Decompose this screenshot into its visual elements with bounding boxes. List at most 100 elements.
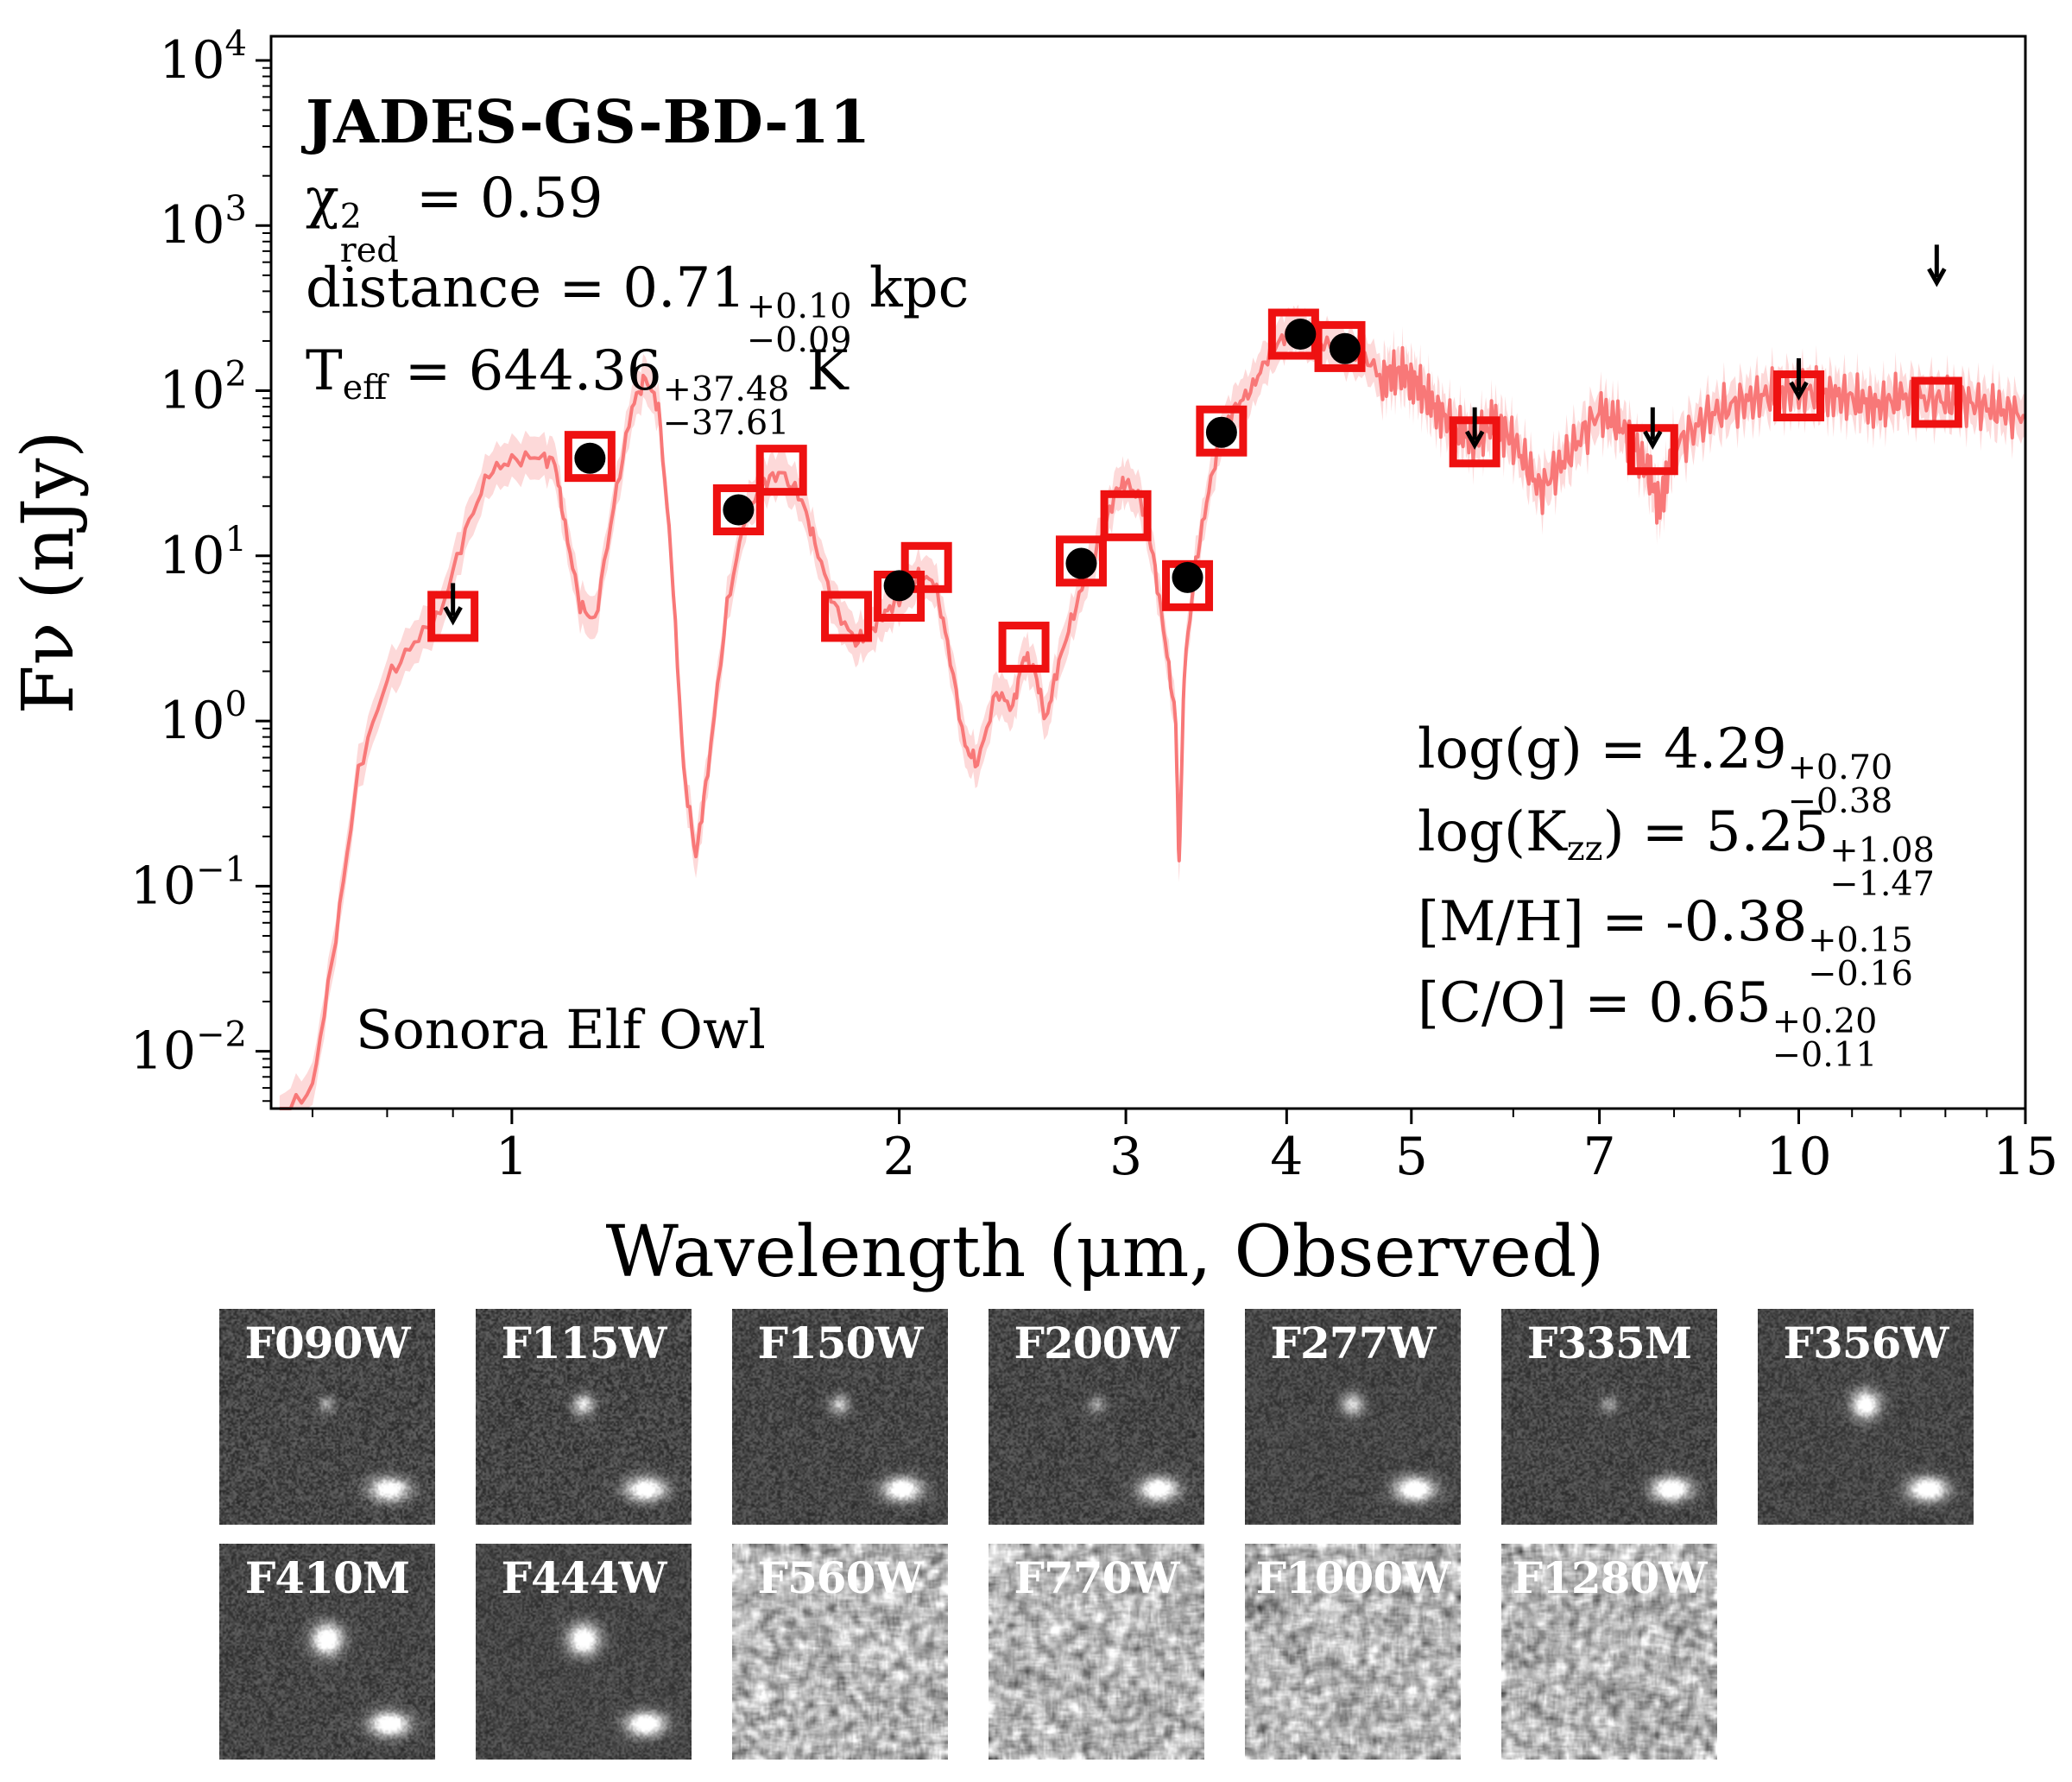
teff-label: T	[306, 339, 343, 403]
model-photometry-marker	[1314, 320, 1366, 372]
cutout-f410m: F410M	[219, 1544, 435, 1760]
model-photometry-marker	[1911, 376, 1962, 428]
x-tick-label: 10	[1766, 1127, 1831, 1187]
logkzz-label: log(K	[1418, 800, 1567, 864]
co-sup: +0.20	[1772, 1001, 1878, 1041]
upper-limit-arrow-head	[1464, 430, 1485, 450]
y-tick-label: 104	[159, 24, 247, 91]
y-tick-label: 101	[159, 520, 247, 586]
upper-limit-f1000w	[1789, 357, 1809, 401]
x-tick-label: 15	[1993, 1127, 2058, 1187]
chi2-annotation: χ 2 red = 0.59	[306, 171, 603, 267]
y-axis-label: Fν (nJy)	[8, 431, 90, 715]
logkzz-value: ) = 5.25	[1602, 800, 1829, 864]
distance-sub: −0.09	[746, 319, 852, 360]
y-axis-ticks: 10−2 10−1 100 101 102 103 104	[130, 24, 271, 1103]
logg-sup: +0.70	[1787, 747, 1893, 787]
cutout-f1000w: F1000W	[1245, 1544, 1461, 1760]
mh-sup: +0.15	[1808, 919, 1913, 960]
cutout-f1280w: F1280W	[1501, 1544, 1717, 1760]
chi2-sup: 2	[339, 196, 363, 237]
observed-point-f356w	[1205, 416, 1237, 448]
x-axis-ticks: 1 2 3 4 5 7 10 15	[311, 1109, 2058, 1187]
y-tick-label: 102	[159, 355, 247, 421]
model-band-fill	[279, 304, 2025, 1109]
y-tick-label: 10−1	[130, 850, 247, 916]
chi2-symbol: χ	[306, 167, 339, 231]
x-tick-label: 2	[883, 1127, 916, 1187]
cutout-f335m: F335M	[1501, 1309, 1717, 1525]
sed-chart: 1 2 3 4 5 7 10 15 10−2 10−1 100 101 102 103 104 Wavel…	[8, 24, 2058, 1293]
cutout-image	[1501, 1544, 1717, 1760]
mh-sub: −0.16	[1808, 953, 1913, 994]
teff-value: = 644.36	[387, 339, 662, 403]
cutout-f277w: F277W	[1245, 1309, 1461, 1525]
cutout-filter-label: F115W	[501, 1318, 666, 1368]
object-name: JADES-GS-BD-11	[306, 88, 871, 157]
logg-sub: −0.38	[1787, 780, 1893, 821]
upper-limit-f770w	[1643, 407, 1663, 450]
mh-label: [M/H] = -0.38	[1418, 890, 1808, 954]
cutout-f444w: F444W	[476, 1544, 692, 1760]
cutout-filter-label: F444W	[501, 1552, 666, 1603]
cutout-filter-label: F1000W	[1255, 1552, 1451, 1603]
cutout-f560w: F560W	[732, 1544, 948, 1760]
logkzz-sub: zz	[1566, 829, 1603, 869]
logkzz-sub2: −1.47	[1829, 863, 1935, 904]
teff-annotation: Teff = 644.36 +37.48 −37.61 K	[306, 344, 849, 439]
x-tick-label: 3	[1109, 1127, 1142, 1187]
cutout-image	[989, 1544, 1204, 1760]
upper-limit-arrow-head	[1789, 381, 1809, 401]
distance-unit: kpc	[851, 256, 970, 320]
logg-annotation: log(g) = 4.29 +0.70 −0.38	[1418, 722, 1892, 818]
model-photometry-marker	[1055, 535, 1107, 587]
distance-label: distance = 0.71	[306, 256, 746, 320]
cutout-filter-label: F1280W	[1512, 1552, 1708, 1603]
cutout-image	[219, 1544, 435, 1760]
model-photometry-marker	[1196, 405, 1248, 457]
model-photometry-marker	[564, 431, 616, 483]
model-photometry-marker	[821, 591, 873, 642]
cutout-filter-label: F200W	[1014, 1318, 1179, 1368]
cutout-image	[732, 1544, 948, 1760]
cutout-f200w: F200W	[989, 1309, 1204, 1525]
cutout-f090w: F090W	[219, 1309, 435, 1525]
model-uncertainty-band	[279, 304, 2025, 1109]
upper-limit-arrows	[443, 244, 1947, 626]
co-ratio-annotation: [C/O] = 0.65 +0.20 −0.11	[1418, 976, 1877, 1071]
upper-limit-f560w	[1464, 407, 1485, 450]
cutout-image	[989, 1309, 1204, 1525]
model-photometry-marker	[712, 483, 764, 535]
chi2-value: = 0.59	[398, 167, 603, 231]
observed-photometry-points	[574, 319, 1361, 602]
model-photometry-marker	[900, 541, 952, 593]
observed-point-f115w	[574, 442, 606, 474]
observed-point-f335m	[1172, 561, 1203, 593]
model-name-label: Sonora Elf Owl	[356, 998, 766, 1061]
cutout-filter-label: F770W	[1014, 1552, 1179, 1603]
observed-point-f444w	[1329, 332, 1361, 364]
co-label: [C/O] = 0.65	[1418, 971, 1772, 1035]
y-tick-label: 10−2	[130, 1015, 247, 1082]
observed-point-f150w	[723, 494, 755, 526]
y-tick-label: 103	[159, 189, 247, 256]
logg-label: log(g) = 4.29	[1418, 717, 1787, 781]
cutout-f356w: F356W	[1758, 1309, 1974, 1525]
metallicity-annotation: [M/H] = -0.38 +0.15 −0.16	[1418, 894, 1913, 990]
observed-point-f410m	[1285, 319, 1317, 351]
upper-limit-f1280w	[1927, 244, 1947, 288]
cutout-image	[1245, 1544, 1461, 1760]
cutout-f115w: F115W	[476, 1309, 692, 1525]
upper-limit-f090w	[443, 583, 463, 626]
upper-limit-arrow-head	[1643, 430, 1663, 450]
cutout-image	[1758, 1309, 1974, 1525]
model-photometry-markers	[427, 308, 1962, 673]
model-photometry-marker	[755, 445, 807, 496]
cutout-f150w: F150W	[732, 1309, 948, 1525]
x-tick-label: 1	[496, 1127, 528, 1187]
cutout-filter-label: F277W	[1270, 1318, 1436, 1368]
cutout-filter-label: F356W	[1783, 1318, 1949, 1368]
upper-limit-arrow-head	[443, 606, 463, 626]
x-tick-label: 5	[1395, 1127, 1428, 1187]
cutout-filter-label: F335M	[1526, 1318, 1692, 1368]
